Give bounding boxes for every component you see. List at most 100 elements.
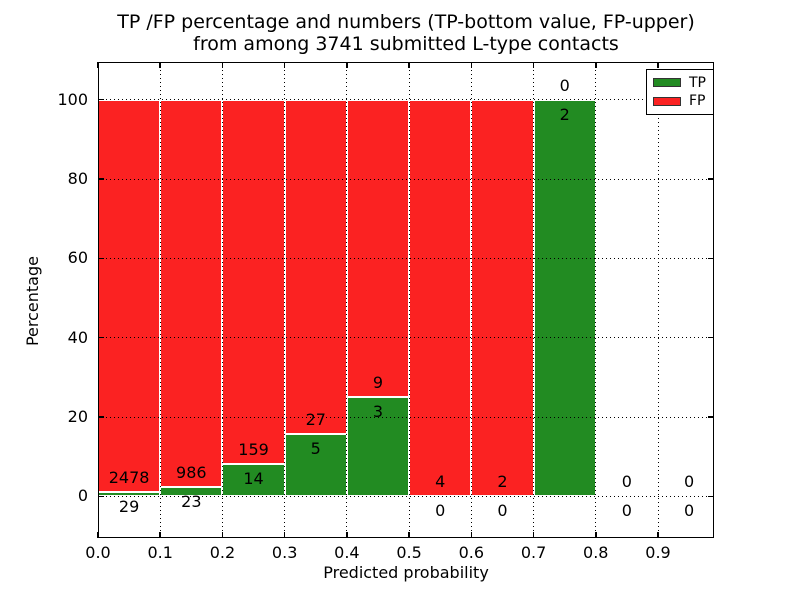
fp-count-label: 9	[372, 373, 384, 393]
x-tick-label: 0.5	[396, 543, 422, 562]
y-tick-label: 0	[77, 486, 88, 506]
x-tick-label: 0.0	[85, 543, 111, 562]
fp-count-label: 2478	[108, 467, 150, 487]
gridline-x-0.9	[657, 62, 659, 538]
bar-tp-0.2	[222, 464, 285, 497]
gridline-y-60	[98, 257, 714, 259]
gridline-y-40	[98, 337, 714, 339]
x-tick-mark	[532, 532, 535, 538]
fp-count-label: 27	[305, 410, 326, 430]
tp-count-label: 0	[621, 501, 632, 521]
chart-title-line2: from among 3741 submitted L-type contact…	[193, 33, 619, 55]
y-tick-mark	[708, 178, 714, 180]
fp-count-label: 0	[559, 75, 570, 95]
gridline-x-0.4	[346, 62, 348, 538]
y-tick-mark	[708, 336, 714, 339]
bar-tp-0.1	[160, 487, 223, 497]
y-tick-mark	[98, 178, 104, 180]
x-tick-mark	[657, 62, 659, 68]
x-tick-label: 0.3	[271, 543, 298, 562]
x-tick-label: 0.6	[458, 543, 485, 562]
x-tick-mark	[97, 62, 99, 68]
tp-count-label: 5	[310, 439, 321, 459]
gridline-y-80	[98, 178, 714, 180]
gridline-x-0.7	[533, 62, 535, 538]
bar-fp-0.4	[346, 99, 410, 398]
bar-fp-0.5	[409, 99, 472, 497]
y-tick-label: 60	[67, 248, 88, 268]
x-tick-mark	[470, 62, 473, 68]
y-axis-label: Percentage	[23, 256, 42, 347]
bar-tp-0.3	[284, 434, 347, 497]
y-tick-label: 100	[57, 89, 88, 109]
x-tick-mark	[595, 532, 597, 538]
y-tick-mark	[708, 416, 714, 418]
x-tick-mark	[283, 532, 286, 538]
gridline-y-100	[98, 99, 714, 101]
x-axis-label: Predicted probability	[323, 563, 489, 582]
y-tick-mark	[708, 495, 714, 498]
legend-item-tp: TP	[653, 75, 707, 91]
bar-tp-0.7	[533, 99, 596, 497]
gridline-x-0.3	[284, 62, 286, 538]
x-tick-label: 0.2	[209, 543, 236, 562]
gridline-x-0.5	[408, 62, 410, 538]
x-tick-mark	[283, 62, 286, 68]
x-tick-mark	[346, 532, 348, 538]
legend-item-fp: FP	[653, 93, 707, 109]
y-tick-mark	[98, 416, 104, 418]
gridline-x-0.6	[470, 62, 472, 538]
tp-count-label: 0	[497, 501, 508, 521]
legend-label-tp: TP	[689, 74, 706, 91]
tp-count-label: 14	[243, 469, 264, 489]
fp-count-label: 0	[621, 472, 632, 492]
y-tick-mark	[98, 336, 104, 339]
y-tick-mark	[708, 257, 714, 260]
legend-label-fp: FP	[689, 93, 706, 110]
x-tick-mark	[470, 532, 473, 538]
y-tick-mark	[98, 98, 104, 101]
bar-fp-0.0	[98, 99, 161, 492]
fp-count-label: 159	[238, 440, 269, 460]
y-tick-label: 80	[67, 169, 88, 189]
gridline-y-20	[98, 416, 714, 418]
x-tick-mark	[532, 62, 535, 68]
chart-title: TP /FP percentage and numbers (TP-bottom…	[98, 11, 714, 55]
bar-fp-0.3	[284, 99, 347, 435]
chart-title-line1: TP /FP percentage and numbers (TP-bottom…	[117, 11, 695, 33]
bar-fp-0.1	[160, 99, 223, 488]
tp-count-label: 2	[559, 104, 570, 124]
x-tick-label: 0.9	[645, 543, 671, 562]
x-tick-label: 0.4	[334, 543, 360, 562]
y-tick-label: 20	[67, 407, 88, 427]
fp-swatch-icon	[653, 96, 681, 106]
tp-swatch-icon	[653, 78, 681, 88]
gridline-x-0.8	[595, 62, 597, 538]
x-tick-label: 0.7	[520, 543, 547, 562]
x-tick-label: 0.1	[147, 543, 173, 562]
x-tick-mark	[159, 62, 161, 68]
fp-count-label: 0	[684, 472, 695, 492]
x-tick-label: 0.8	[583, 543, 609, 562]
x-tick-mark	[159, 532, 161, 538]
tp-count-label: 0	[684, 501, 695, 521]
legend: TP FP	[646, 69, 714, 115]
tp-count-label: 0	[435, 501, 446, 521]
gridline-y-0	[98, 495, 714, 497]
x-tick-mark	[408, 62, 410, 68]
y-tick-label: 40	[67, 327, 88, 347]
plot-area: 2478 29 986 23 159 14 27 5 9 3 4 0 2 0 0 2 0 0 0 0	[97, 62, 714, 538]
x-tick-mark	[346, 62, 348, 68]
fp-count-label: 2	[497, 472, 508, 492]
x-tick-mark	[657, 532, 659, 538]
x-tick-mark	[221, 532, 224, 538]
gridline-x-0.2	[221, 62, 223, 538]
fp-count-label: 986	[176, 463, 207, 483]
x-tick-mark	[221, 62, 224, 68]
x-tick-mark	[595, 62, 597, 68]
x-tick-mark	[408, 532, 410, 538]
y-tick-mark	[98, 257, 104, 260]
tp-count-label: 29	[118, 496, 140, 516]
fp-count-label: 4	[435, 472, 446, 492]
